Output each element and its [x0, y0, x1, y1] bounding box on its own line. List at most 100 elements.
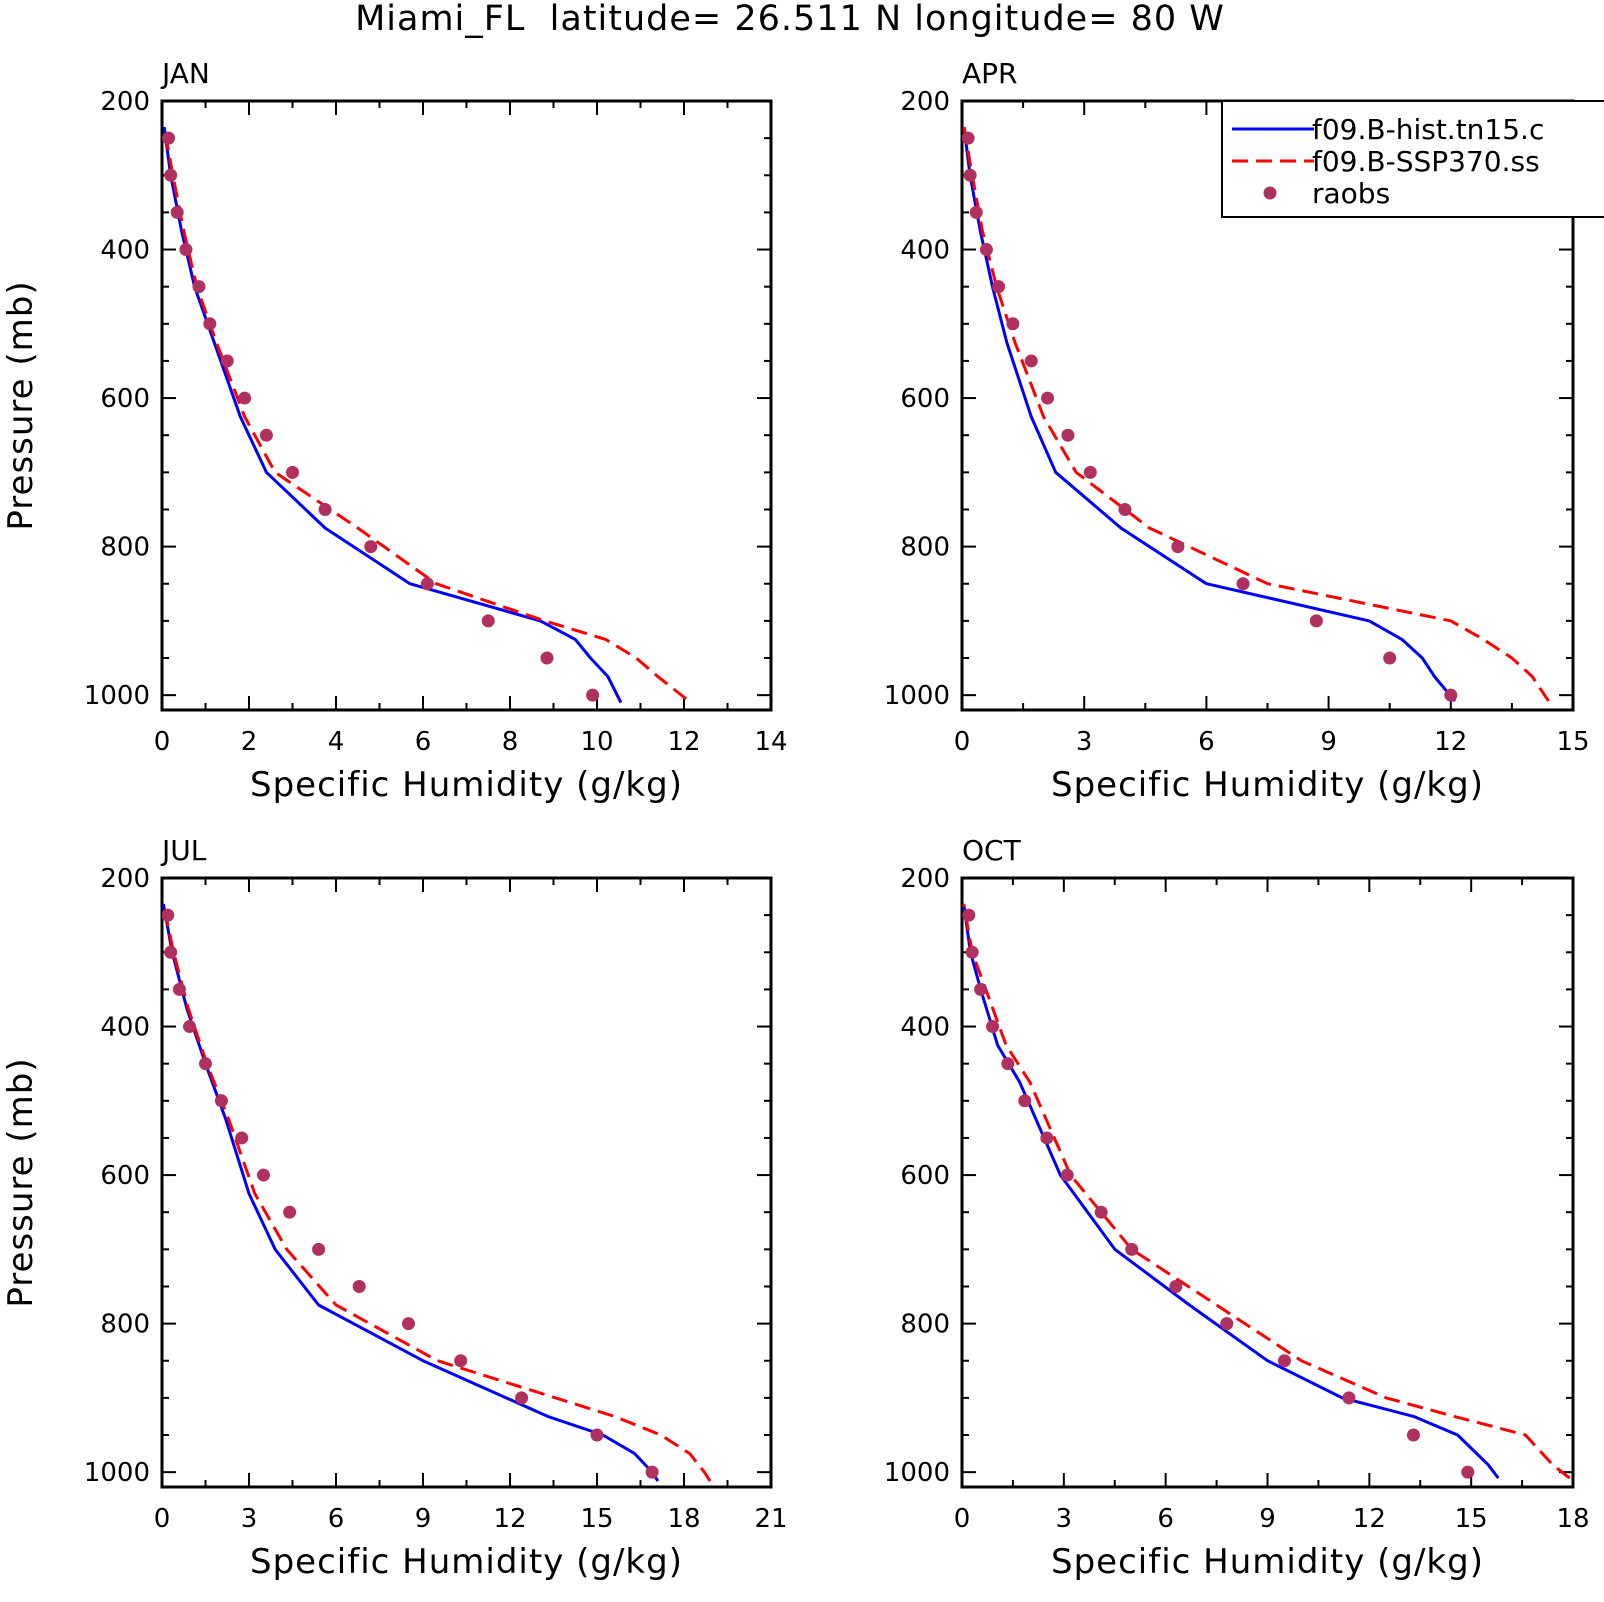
plot-frame: [160, 99, 773, 712]
raobs-point: [1024, 354, 1038, 368]
x-tick-label: 3: [1076, 727, 1093, 757]
raobs-point: [235, 1131, 249, 1145]
y-tick-label: 800: [900, 1310, 950, 1340]
raobs-point: [283, 1205, 297, 1219]
raobs-point: [1018, 1094, 1032, 1108]
raobs-point: [312, 1242, 326, 1256]
raobs-point: [1171, 540, 1185, 554]
plot-area: [962, 126, 1550, 703]
raobs-point: [214, 1094, 228, 1108]
raobs-point: [992, 280, 1006, 294]
x-tick-label: 15: [1455, 1504, 1488, 1534]
raobs-point: [1125, 1242, 1139, 1256]
raobs-point: [1094, 1205, 1108, 1219]
x-tick-label: 9: [415, 1504, 432, 1534]
y-tick-label: 400: [900, 236, 950, 266]
raobs-point: [979, 243, 993, 257]
figure-title: Miami_FL latitude= 26.511 N longitude= 8…: [355, 0, 1225, 39]
raobs-point: [515, 1391, 529, 1405]
raobs-point: [1444, 688, 1458, 702]
y-tick-label: 800: [100, 533, 150, 563]
raobs-point: [179, 243, 193, 257]
hist-series-line: [962, 126, 1457, 703]
raobs-point: [1001, 1057, 1015, 1071]
y-tick-label: 400: [100, 1013, 150, 1043]
raobs-point: [164, 168, 178, 182]
x-tick-label: 0: [954, 727, 971, 757]
x-tick-label: 9: [1259, 1504, 1276, 1534]
raobs-point: [1040, 1131, 1054, 1145]
x-axis-label: Specific Humidity (g/kg): [1051, 765, 1484, 805]
panel-jul: 0 3 6 9 12 15 18 21 200 400 600 800 1000 JUL Specific …: [1, 834, 788, 1582]
raobs-point: [1118, 502, 1132, 516]
y-tick-label: 600: [100, 384, 150, 414]
ssp370-series-line: [162, 903, 712, 1482]
x-tick-label: 8: [502, 727, 519, 757]
raobs-point: [199, 1057, 212, 1071]
panel-oct: 0 3 6 9 12 15 18 200 400 600 800 1000 OCT Specific Hu…: [884, 834, 1590, 1582]
y-tick-label: 1000: [84, 1458, 150, 1488]
raobs-point: [1406, 1428, 1420, 1442]
raobs-point: [183, 1020, 197, 1034]
x-tick-label: 4: [328, 727, 345, 757]
raobs-point: [1236, 577, 1250, 591]
x-tick-label: 6: [1157, 1504, 1174, 1534]
raobs-point: [1169, 1279, 1183, 1293]
raobs-point: [162, 131, 176, 145]
x-tick-label: 14: [754, 727, 787, 757]
y-tick-label: 200: [900, 864, 950, 894]
x-tick-label: 6: [1198, 727, 1215, 757]
y-tick-label: 600: [900, 1161, 950, 1191]
raobs-point: [352, 1279, 366, 1293]
raobs-point: [1083, 465, 1097, 479]
x-tick-label: 0: [154, 1504, 171, 1534]
y-tick-label: 400: [100, 236, 150, 266]
legend-box: [1221, 100, 1604, 218]
x-tick-label: 12: [667, 727, 700, 757]
y-tick-label: 400: [900, 1013, 950, 1043]
raobs-point: [454, 1354, 468, 1368]
x-tick-label: 12: [1434, 727, 1467, 757]
y-tick-label: 1000: [84, 681, 150, 711]
raobs-point: [986, 1020, 1000, 1034]
x-tick-label: 6: [328, 1504, 345, 1534]
y-tick-label: 200: [100, 864, 150, 894]
raobs-point: [1041, 391, 1055, 405]
panel-label: OCT: [962, 834, 1022, 867]
y-tick-label: 600: [900, 384, 950, 414]
x-tick-label: 12: [1353, 1504, 1386, 1534]
plot-area: [962, 903, 1571, 1480]
ssp370-series-line: [962, 903, 1571, 1480]
hist-series-line: [162, 903, 660, 1482]
plot-area: [162, 903, 712, 1482]
raobs-point: [1061, 428, 1075, 442]
raobs-point: [402, 1317, 415, 1331]
raobs-point: [962, 131, 975, 145]
raobs-point: [1309, 614, 1323, 628]
plot-frame: [960, 876, 1575, 1489]
y-tick-label: 800: [900, 533, 950, 563]
legend-raobs-marker: [1263, 186, 1277, 200]
raobs-point: [1277, 1354, 1291, 1368]
raobs-point: [1060, 1168, 1074, 1182]
raobs-point: [192, 280, 206, 294]
raobs-point: [965, 945, 979, 959]
x-tick-label: 6: [415, 727, 432, 757]
hist-series-line: [162, 126, 623, 704]
raobs-point: [962, 908, 976, 922]
x-tick-label: 0: [154, 727, 171, 757]
x-tick-label: 15: [1556, 727, 1589, 757]
y-tick-label: 1000: [884, 1458, 950, 1488]
y-axis-label: Pressure (mb): [1, 1057, 41, 1307]
ssp370-series-line: [162, 126, 688, 701]
raobs-point: [238, 391, 252, 405]
raobs-point: [481, 614, 495, 628]
panel-jan: 0 2 4 6 8 10 12 14 200 400 600 800 1000 JAN Specific H…: [1, 57, 788, 805]
panel-label: APR: [962, 57, 1018, 90]
raobs-point: [540, 651, 554, 665]
raobs-point: [203, 317, 217, 331]
raobs-point: [645, 1465, 659, 1479]
